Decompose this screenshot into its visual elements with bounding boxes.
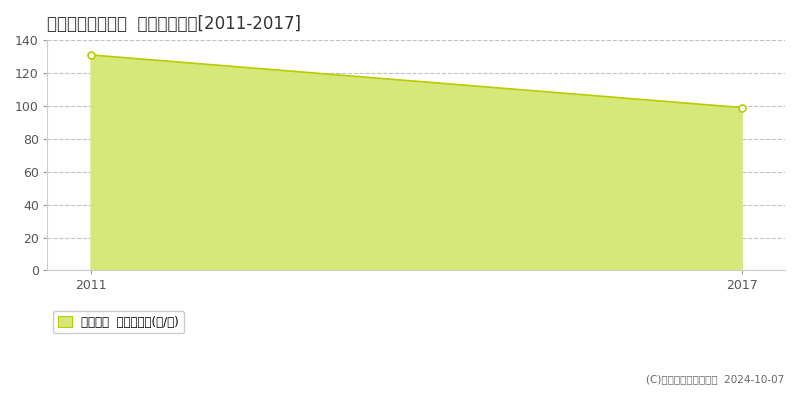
- Text: 高岡郡樾原町東向  林地価格推移[2011-2017]: 高岡郡樾原町東向 林地価格推移[2011-2017]: [47, 15, 302, 33]
- Legend: 林地価格  平均嵪単価(円/嵪): 林地価格 平均嵪単価(円/嵪): [53, 311, 184, 333]
- Text: (C)土地価格ドットコム  2024-10-07: (C)土地価格ドットコム 2024-10-07: [646, 374, 784, 384]
